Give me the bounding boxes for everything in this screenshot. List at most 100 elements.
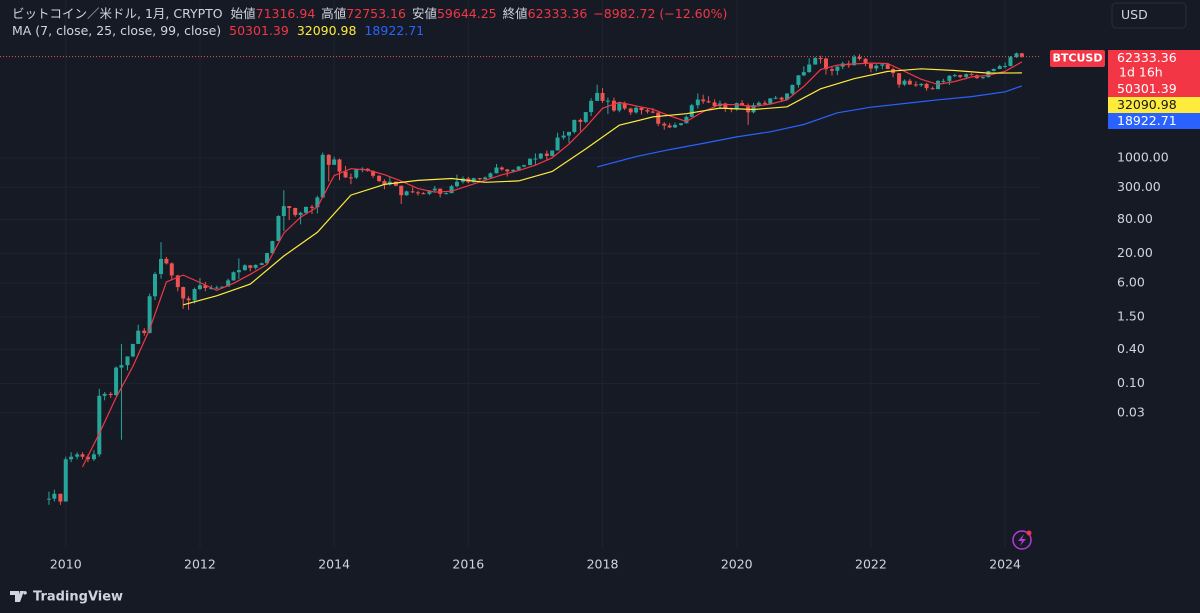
- candle-body: [1003, 65, 1008, 67]
- candle-body: [444, 193, 449, 195]
- symbol-tag-text: BTCUSD: [1053, 52, 1103, 65]
- x-tick-label: 2012: [184, 557, 216, 572]
- candle-body: [46, 498, 51, 500]
- candle-body: [69, 456, 74, 460]
- candle-body: [125, 356, 130, 366]
- ohlc-value: 62333.36: [528, 6, 588, 21]
- candle-body: [991, 68, 996, 72]
- ohlc-value: 72753.16: [346, 6, 406, 21]
- candle-body: [393, 181, 398, 186]
- candle-body: [555, 137, 560, 151]
- candle-body: [751, 105, 756, 113]
- candle-body: [522, 165, 527, 167]
- candle-body: [164, 258, 169, 264]
- candle-body: [813, 58, 818, 65]
- candle-body: [997, 66, 1002, 69]
- candle-body: [505, 169, 510, 172]
- candle-body: [874, 65, 879, 69]
- candle-body: [310, 206, 314, 208]
- candle-body: [91, 454, 96, 460]
- brand-name: TradingView: [33, 590, 123, 605]
- candle-body: [287, 206, 292, 208]
- candle-body: [801, 72, 806, 76]
- candle-body: [410, 191, 415, 193]
- ohlc-value: 71316.94: [256, 6, 316, 21]
- candle-body: [494, 167, 499, 174]
- candle-body: [617, 103, 622, 111]
- legend-header: ビットコイン／米ドル, 1月, CRYPTO 始値71316.94 高値72753.…: [12, 6, 727, 21]
- candle-body: [595, 92, 600, 101]
- x-tick-label: 2024: [989, 557, 1021, 572]
- x-tick-label: 2010: [50, 557, 82, 572]
- candle-body: [169, 263, 174, 276]
- x-tick-label: 2018: [587, 557, 619, 572]
- candle-body: [281, 206, 286, 216]
- candle-body: [897, 73, 902, 85]
- candle-body: [332, 159, 337, 165]
- candle-body: [768, 98, 773, 104]
- candle-body: [913, 84, 918, 86]
- candle-body: [152, 273, 157, 297]
- brand-logo: [10, 591, 27, 602]
- candle-body: [672, 124, 677, 128]
- candle-body: [611, 100, 616, 111]
- candle-body: [779, 97, 784, 100]
- candle-body: [159, 258, 164, 274]
- candle-body: [259, 263, 264, 265]
- x-tick-label: 2016: [452, 557, 484, 572]
- candle-body: [130, 343, 135, 357]
- price-tag: [1108, 50, 1200, 81]
- y-tick-label: 20.00: [1117, 245, 1153, 260]
- x-tick-label: 2020: [721, 557, 753, 572]
- candle-body: [326, 154, 331, 165]
- candle-body: [756, 102, 761, 106]
- ma-tag-text: 18922.71: [1117, 113, 1177, 128]
- candle-body: [868, 63, 873, 69]
- candle-body: [511, 169, 516, 172]
- candle-body: [650, 111, 655, 113]
- y-tick-label: 0.10: [1117, 375, 1145, 390]
- candle-body: [253, 264, 258, 268]
- candle-body: [52, 493, 57, 499]
- candle-body: [958, 75, 963, 77]
- candle-body: [941, 80, 946, 82]
- candle-body: [75, 454, 80, 457]
- currency-button[interactable]: [1111, 2, 1187, 29]
- candle-body: [293, 207, 298, 215]
- candle-body: [1008, 57, 1013, 66]
- candle-body: [762, 102, 767, 104]
- candle-body: [477, 178, 482, 180]
- candle-body: [830, 69, 834, 71]
- candle-body: [102, 393, 107, 396]
- candle-body: [354, 169, 359, 178]
- candle-body: [265, 253, 270, 264]
- candle-body: [773, 97, 778, 99]
- ma-line: [597, 85, 1023, 168]
- candle-body: [544, 153, 549, 156]
- candle-body: [1019, 53, 1024, 57]
- plot-area: [0, 52, 1040, 505]
- candle-body: [835, 66, 840, 71]
- candle-body: [533, 158, 538, 160]
- currency-label[interactable]: USD: [1121, 7, 1148, 22]
- candle-body: [242, 265, 247, 271]
- candle-body: [315, 197, 320, 208]
- ma-tag: [1108, 113, 1200, 129]
- change-value: −8982.72 (−12.60%): [593, 6, 727, 21]
- candle-body: [108, 393, 113, 396]
- candle-body: [197, 285, 202, 290]
- candle-body: [924, 83, 929, 89]
- candle-body: [919, 83, 924, 86]
- candle-body: [427, 190, 432, 194]
- candle-body: [471, 178, 476, 183]
- candle-body: [695, 99, 700, 106]
- candle-body: [142, 330, 147, 334]
- candle-body: [969, 74, 974, 76]
- y-tick-label: 6.00: [1117, 275, 1145, 290]
- alert-icon[interactable]: [1012, 530, 1032, 550]
- candle-body: [723, 103, 728, 109]
- candle-body: [276, 215, 281, 242]
- candle-body: [248, 265, 253, 268]
